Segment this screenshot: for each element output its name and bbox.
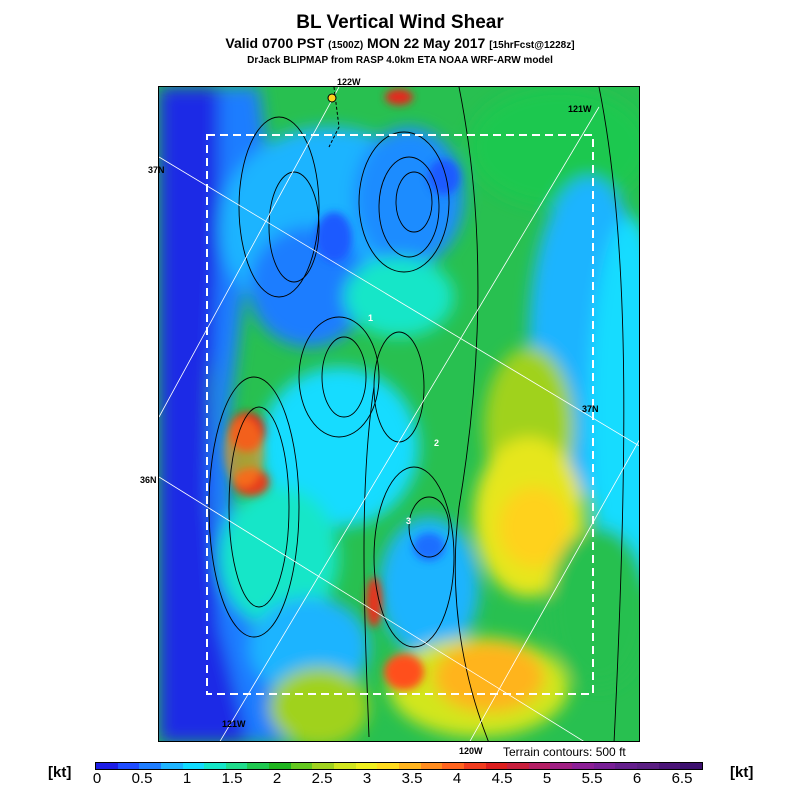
lat-label-37n-right: 37N (582, 404, 599, 414)
colorbar-tick-label: 5.5 (581, 770, 603, 787)
colorbar-tick-label: 0.5 (131, 770, 153, 787)
colorbar-swatch (117, 763, 140, 769)
colorbar-unit-left: [kt] (48, 764, 72, 781)
colorbar-tick-label: 3.5 (401, 770, 423, 787)
colorbar-swatch (463, 763, 486, 769)
valid-time: Valid 0700 PST (225, 35, 325, 51)
colorbar-tick-label: 1 (182, 770, 192, 787)
colorbar (95, 762, 703, 770)
valid-date: MON 22 May 2017 (367, 35, 486, 51)
colorbar-tick-label: 5 (542, 770, 552, 787)
colorbar-swatch (334, 763, 356, 769)
lat-label-37n-left: 37N (148, 165, 165, 175)
colorbar-swatch (615, 763, 638, 769)
point-label-3: 3 (406, 516, 412, 526)
colorbar-swatch (550, 763, 573, 769)
lon-label-121w-bottom: 121W (222, 719, 246, 729)
colorbar-tick-label: 4 (452, 770, 462, 787)
shear-map (158, 86, 640, 742)
colorbar-swatch (269, 763, 291, 769)
colorbar-swatch (593, 763, 616, 769)
colorbar-swatch (355, 763, 378, 769)
model-info: DrJack BLIPMAP from RASP 4.0km ETA NOAA … (247, 55, 553, 66)
shear-field (159, 87, 639, 741)
terrain-contours-note: Terrain contours: 500 ft (503, 745, 626, 759)
colorbar-tick-label: 1.5 (221, 770, 243, 787)
map-subtitle: Valid 0700 PST (1500Z) MON 22 May 2017 [… (0, 35, 800, 51)
colorbar-swatch (572, 763, 594, 769)
lon-label-122w-top: 122W (337, 77, 361, 87)
colorbar-swatch (182, 763, 205, 769)
colorbar-swatch (637, 763, 659, 769)
colorbar-swatch (160, 763, 183, 769)
colorbar-swatch (247, 763, 270, 769)
colorbar-swatch (485, 763, 508, 769)
colorbar-swatch (225, 763, 248, 769)
colorbar-tick-label: 6 (632, 770, 642, 787)
point-label-2: 2 (434, 438, 440, 448)
colorbar-tick-label: 4.5 (491, 770, 513, 787)
colorbar-swatch (139, 763, 161, 769)
colorbar-tick-label: 0 (92, 770, 102, 787)
point-label-1: 1 (368, 313, 374, 323)
colorbar-swatch (528, 763, 551, 769)
valid-time-utc: (1500Z) (328, 40, 364, 51)
colorbar-unit-right: [kt] (730, 764, 754, 781)
colorbar-swatch (658, 763, 681, 769)
colorbar-swatch (420, 763, 443, 769)
colorbar-swatch (204, 763, 226, 769)
colorbar-tick-label: 2.5 (311, 770, 333, 787)
colorbar-swatch (442, 763, 464, 769)
forecast-info: [15hrFcst@1228z] (489, 40, 575, 51)
colorbar-swatch (398, 763, 421, 769)
lon-label-121w-top: 121W (568, 104, 592, 114)
colorbar-swatch (680, 763, 702, 769)
colorbar-swatch (507, 763, 529, 769)
colorbar-swatch (96, 763, 118, 769)
lon-label-120w-bottom: 120W (459, 746, 483, 756)
colorbar-swatch (377, 763, 399, 769)
map-title: BL Vertical Wind Shear (296, 12, 504, 33)
colorbar-swatch (290, 763, 313, 769)
lat-label-36n-left: 36N (140, 475, 157, 485)
colorbar-tick-label: 3 (362, 770, 372, 787)
colorbar-tick-label: 2 (272, 770, 282, 787)
colorbar-tick-label: 6.5 (671, 770, 693, 787)
colorbar-swatch (312, 763, 335, 769)
